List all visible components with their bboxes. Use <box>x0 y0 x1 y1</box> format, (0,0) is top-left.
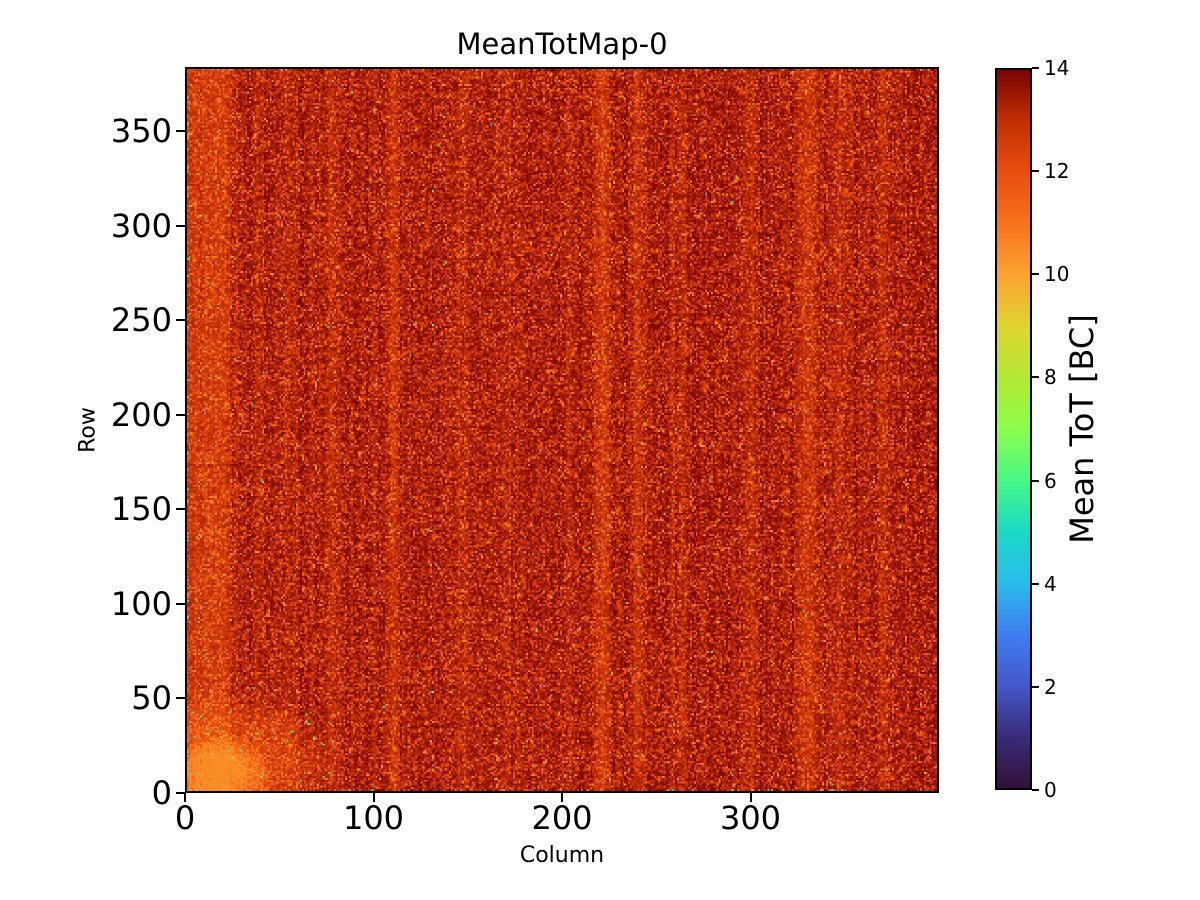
y-tick-label: 350 <box>110 112 172 151</box>
y-tick-label: 0 <box>151 774 172 812</box>
y-tick <box>176 697 185 700</box>
y-tick-label: 250 <box>110 301 172 340</box>
y-tick-label: 300 <box>110 206 172 245</box>
colorbar-tick-label: 0 <box>1044 778 1057 802</box>
colorbar-tick-label: 6 <box>1044 468 1057 493</box>
x-tick <box>184 793 186 802</box>
y-tick <box>176 224 185 227</box>
y-tick <box>176 319 185 322</box>
colorbar-tick <box>1032 685 1039 688</box>
colorbar <box>995 68 1032 790</box>
y-tick <box>176 413 185 416</box>
x-tick-label: 300 <box>719 799 782 837</box>
x-tick-label: 100 <box>342 799 405 837</box>
y-tick-label: 50 <box>131 679 172 718</box>
colorbar-tick <box>1032 376 1039 379</box>
colorbar-tick-label: 14 <box>1044 56 1070 80</box>
colorbar-tick <box>1032 170 1039 173</box>
colorbar-tick-label: 12 <box>1044 159 1070 184</box>
colorbar-tick <box>1032 582 1039 585</box>
y-tick <box>176 602 185 605</box>
y-tick-label: 200 <box>110 395 172 434</box>
x-tick-label: 0 <box>174 799 196 837</box>
y-tick <box>176 130 185 133</box>
colorbar-tick-label: 4 <box>1044 571 1057 596</box>
plot-title: MeanTotMap-0 <box>456 27 668 61</box>
colorbar-tick <box>1032 789 1039 791</box>
colorbar-tick <box>1032 479 1039 482</box>
colorbar-tick <box>1032 67 1039 69</box>
y-tick <box>176 792 185 794</box>
y-tick <box>176 508 185 511</box>
x-tick <box>372 793 375 802</box>
x-tick-label: 200 <box>531 799 593 837</box>
colorbar-tick-label: 8 <box>1044 365 1057 390</box>
colorbar-tick <box>1032 273 1039 276</box>
x-tick <box>749 793 752 802</box>
x-tick <box>561 793 563 802</box>
heatmap-canvas <box>185 67 939 793</box>
y-tick-label: 100 <box>110 584 172 623</box>
colorbar-tick-label: 10 <box>1044 262 1070 287</box>
y-tick-label: 150 <box>110 490 172 529</box>
x-axis-label: Column <box>519 843 605 868</box>
colorbar-tick-label: 2 <box>1044 674 1057 699</box>
colorbar-label: Mean ToT [BC] <box>1063 314 1101 544</box>
